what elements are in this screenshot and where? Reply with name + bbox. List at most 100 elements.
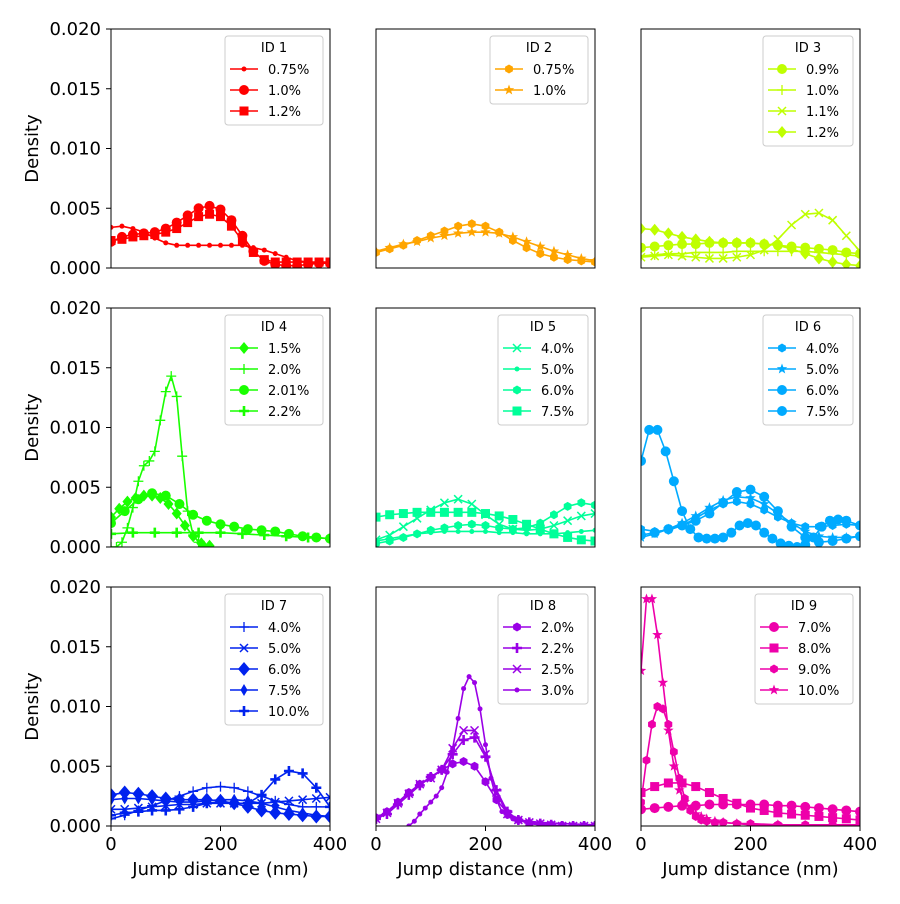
data-point	[641, 242, 646, 253]
legend-marker	[503, 84, 515, 95]
data-point	[488, 775, 494, 781]
data-point	[229, 782, 240, 793]
data-point	[311, 782, 322, 793]
legend-marker	[240, 684, 248, 696]
data-point	[325, 533, 330, 544]
legend-marker	[512, 643, 522, 653]
data-point	[325, 257, 330, 267]
data-point	[717, 816, 729, 826]
data-point	[226, 221, 236, 231]
data-point	[814, 208, 824, 218]
data-point	[270, 774, 281, 785]
data-point	[215, 204, 226, 215]
series-layer	[111, 200, 330, 268]
legend-box	[762, 35, 854, 147]
data-point	[649, 241, 660, 252]
data-point	[215, 527, 226, 538]
data-point	[690, 247, 701, 258]
data-point	[758, 498, 770, 509]
legend-box	[497, 314, 589, 426]
data-point	[772, 800, 783, 811]
data-point	[592, 527, 595, 533]
data-point	[663, 778, 673, 788]
data-point	[467, 499, 477, 509]
data-point	[376, 512, 381, 522]
data-point	[663, 524, 674, 535]
data-point	[731, 236, 742, 249]
data-point	[166, 371, 177, 382]
legend-label: 0.9%	[806, 63, 839, 78]
data-point	[641, 788, 646, 798]
data-point	[510, 816, 516, 822]
data-point	[271, 800, 279, 813]
y-axis-label: Density	[22, 672, 43, 741]
legend-marker	[777, 85, 787, 95]
panel-3: ID 3 0.9% 1.0% 1.1% 1.2%	[640, 28, 861, 269]
legend-marker	[512, 406, 522, 416]
data-point	[787, 220, 797, 230]
legend-marker	[239, 85, 249, 95]
data-point	[111, 810, 116, 821]
data-point	[522, 519, 532, 529]
data-point	[786, 800, 797, 811]
data-point	[704, 235, 715, 248]
legend-label: 7.5%	[268, 684, 301, 699]
legend-marker	[239, 364, 249, 374]
data-point	[650, 251, 660, 261]
data-point	[499, 809, 505, 815]
data-point	[284, 796, 294, 806]
y-tick-label: 0.015	[49, 637, 101, 658]
data-point	[270, 257, 280, 267]
data-point	[568, 821, 579, 826]
data-point	[411, 236, 423, 247]
data-point	[841, 805, 852, 816]
data-point	[162, 794, 170, 807]
data-point	[470, 761, 479, 771]
data-point	[314, 257, 324, 267]
data-point	[652, 629, 663, 640]
data-point	[515, 817, 521, 823]
data-point	[297, 768, 308, 779]
data-point	[641, 593, 652, 604]
series-layer	[376, 219, 595, 267]
data-point	[576, 252, 587, 263]
data-point	[411, 818, 417, 824]
data-point	[111, 518, 116, 529]
data-point	[128, 232, 138, 242]
data-point	[481, 221, 490, 231]
data-point	[701, 813, 712, 824]
data-point	[196, 242, 202, 248]
data-point	[759, 527, 770, 538]
data-point	[535, 240, 546, 251]
data-point	[403, 789, 414, 800]
data-point	[385, 536, 394, 546]
data-point	[171, 507, 182, 520]
y-axis-label: Density	[22, 393, 43, 462]
data-point	[134, 792, 142, 805]
x-tick-label: 400	[578, 834, 612, 855]
legend-marker	[239, 106, 249, 116]
legend: ID 8 2.0% 2.2% 2.5% 3.0%	[497, 593, 589, 705]
data-point	[677, 251, 687, 261]
data-point	[270, 526, 281, 537]
data-point	[376, 813, 381, 824]
data-point	[384, 242, 395, 253]
data-point	[742, 518, 753, 529]
y-tick-label: 0.010	[49, 418, 101, 439]
legend-label: 5.0%	[268, 642, 301, 657]
data-point	[663, 227, 674, 240]
data-point	[261, 247, 267, 253]
data-point	[641, 251, 646, 262]
data-point	[854, 820, 860, 826]
data-point	[522, 243, 531, 253]
data-point	[494, 511, 504, 521]
legend: ID 1 0.75% 1.0% 1.2%	[224, 35, 324, 126]
data-point	[303, 532, 314, 543]
legend-label: 1.0%	[806, 84, 839, 99]
data-point	[814, 811, 824, 821]
data-point	[841, 515, 852, 526]
data-point	[695, 810, 707, 821]
data-point	[641, 222, 646, 235]
x-axis-label: Jump distance (nm)	[661, 859, 838, 880]
